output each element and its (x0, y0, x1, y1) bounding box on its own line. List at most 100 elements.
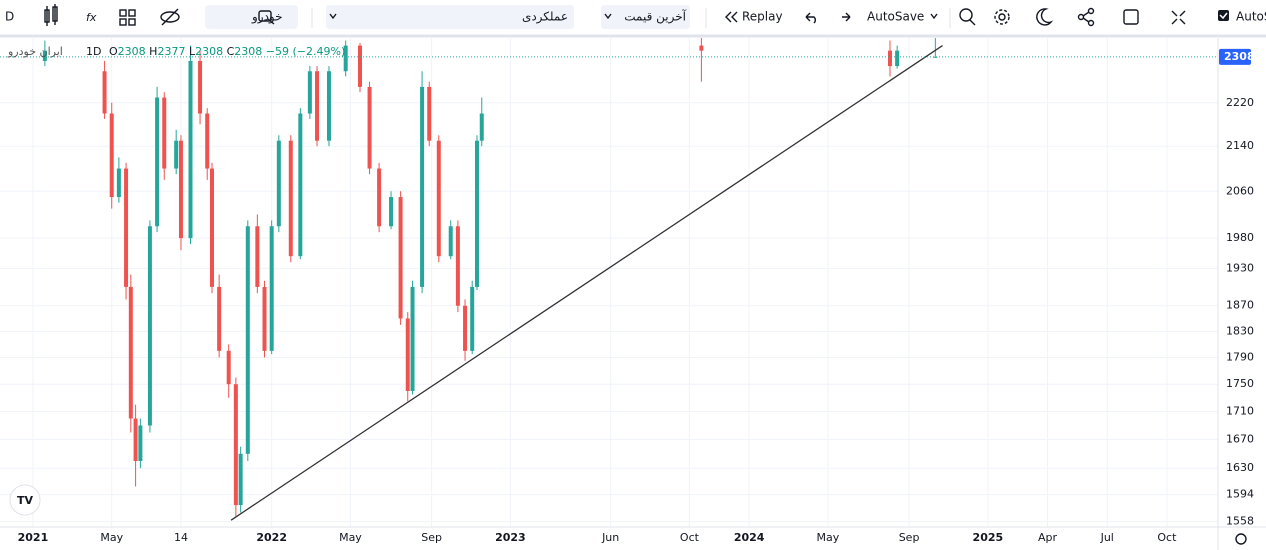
candle-body (116, 168, 121, 198)
candle-body (410, 286, 415, 391)
autosave-arrow[interactable] (930, 13, 938, 20)
candle-body (162, 97, 167, 169)
x-tick-label: 2024 (734, 531, 765, 544)
undo-icon[interactable] (805, 12, 816, 24)
candle-body (448, 226, 453, 257)
legend-low: 2308 (195, 45, 223, 58)
candle-body (109, 113, 114, 198)
candle-body (205, 113, 210, 169)
legend-high: 2377 (157, 45, 185, 58)
legend-title: ایران خودرو (7, 45, 63, 58)
candle-body (307, 71, 312, 114)
legend-ohlc: O2308 H2377 L2308 C2308 −59 (−2.49%) (109, 45, 345, 58)
y-tick-label: 1790 (1226, 350, 1254, 363)
candle-body (238, 453, 243, 506)
dropdown-arrow (604, 13, 612, 20)
candle-body (209, 168, 214, 287)
candle-body (420, 86, 425, 287)
y-tick-label: 2220 (1226, 96, 1254, 109)
autosave-check-label[interactable]: AutoS (1236, 10, 1266, 24)
candle-body (174, 140, 179, 169)
candle-body (436, 140, 441, 257)
trendline (230, 45, 943, 521)
y-tick-label: 1594 (1226, 488, 1254, 501)
templates-icon[interactable] (119, 9, 136, 26)
y-tick-label: 1930 (1226, 261, 1254, 274)
y-tick-label: 2060 (1226, 184, 1254, 197)
x-tick-label: Apr (1038, 531, 1058, 544)
legend-o: O (109, 45, 118, 58)
candle-body (895, 50, 900, 67)
logo[interactable] (9, 484, 41, 516)
candle-body (699, 45, 704, 51)
layout-dropdown[interactable] (326, 5, 574, 29)
candle-body (887, 50, 892, 67)
autosave-button[interactable]: AutoSave (867, 10, 924, 24)
axis-settings-icon[interactable] (1235, 533, 1247, 545)
candle-body (217, 286, 222, 351)
candle-body (276, 140, 281, 227)
y-tick-label: 1670 (1226, 433, 1254, 446)
candle-body (933, 56, 938, 58)
fullscreen-icon[interactable] (1171, 10, 1186, 25)
snapshot-icon[interactable] (1123, 9, 1139, 25)
hide-icon[interactable] (160, 8, 180, 26)
y-tick-label: 2140 (1226, 139, 1254, 152)
search-box[interactable] (205, 5, 298, 29)
candle-type-icon[interactable] (44, 4, 58, 26)
symbol-short[interactable]: D (5, 10, 14, 24)
candle-body (427, 86, 432, 141)
candle-body (358, 45, 363, 87)
search-text: خودرو (251, 10, 283, 25)
legend-change: −59 (−2.49%) (266, 45, 345, 58)
candle-body (479, 113, 484, 141)
x-tick-label: Sep (421, 531, 442, 544)
candle-body (138, 425, 143, 461)
candle-body (288, 140, 293, 257)
candle-body (269, 226, 274, 351)
logo-mark: TV (17, 494, 34, 507)
share-icon[interactable] (1077, 7, 1095, 27)
candle-body (133, 418, 138, 461)
candle-body (463, 305, 468, 351)
candle-body (255, 226, 260, 287)
x-tick-label: 2023 (495, 531, 526, 544)
candle-body (474, 140, 479, 287)
candle-body (155, 97, 160, 227)
legend-l: L (189, 45, 196, 58)
x-tick-label: Sep (899, 531, 920, 544)
theme-icon[interactable] (1036, 8, 1054, 26)
settings-icon[interactable] (994, 9, 1010, 25)
candle-body (326, 71, 331, 141)
legend-open: 2308 (118, 45, 146, 58)
x-tick-label: May (100, 531, 123, 544)
candle-body (147, 226, 152, 426)
candle-body (455, 226, 460, 306)
alert-icon[interactable] (959, 8, 976, 26)
y-tick-label: 1558 (1226, 515, 1254, 528)
legend-close: 2308 (234, 45, 262, 58)
x-tick-label: Oct (680, 531, 700, 544)
plot-area (0, 38, 1218, 527)
candle-body (315, 71, 320, 141)
x-tick-label: May (339, 531, 362, 544)
legend-c: C (227, 45, 235, 58)
x-tick-label: 2021 (18, 531, 49, 544)
price-source-dropdown[interactable] (601, 5, 690, 29)
y-tick-label: 1870 (1226, 299, 1254, 312)
y-tick-label: 1830 (1226, 324, 1254, 337)
redo-icon[interactable] (842, 12, 851, 22)
indicators-icon[interactable]: fx (86, 11, 97, 24)
candle-body (367, 86, 372, 169)
candle-body (470, 286, 475, 351)
search-icon (258, 10, 275, 25)
candle-body (398, 197, 403, 319)
legend-h: H (149, 45, 157, 58)
candle-body (128, 286, 133, 419)
replay-button[interactable]: Replay (742, 10, 783, 24)
candle-body (102, 71, 107, 114)
last-price-label: 2308 (1224, 50, 1255, 63)
replay-icon (725, 11, 738, 23)
